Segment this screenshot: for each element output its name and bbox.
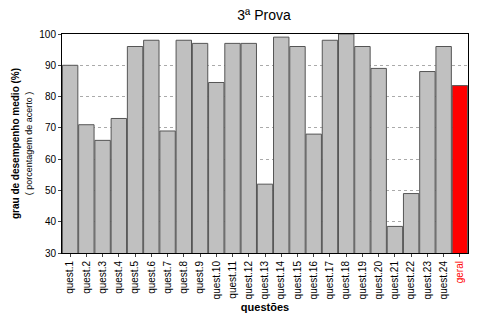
svg-text:40: 40	[45, 216, 57, 227]
svg-text:90: 90	[45, 60, 57, 71]
svg-text:50: 50	[45, 185, 57, 196]
svg-text:100: 100	[39, 29, 56, 40]
svg-text:quest.5: quest.5	[129, 261, 140, 294]
svg-text:quest.3: quest.3	[97, 261, 108, 294]
svg-text:quest.11: quest.11	[227, 261, 238, 299]
svg-text:70: 70	[45, 122, 57, 133]
svg-text:quest.6: quest.6	[146, 261, 157, 294]
svg-text:quest.24: quest.24	[438, 261, 449, 300]
svg-text:quest.8: quest.8	[178, 261, 189, 294]
svg-text:80: 80	[45, 91, 57, 102]
svg-text:quest.16: quest.16	[308, 261, 319, 300]
svg-text:quest.14: quest.14	[275, 261, 286, 300]
svg-text:quest.23: quest.23	[422, 261, 433, 300]
svg-text:quest.13: quest.13	[259, 261, 270, 300]
svg-text:quest.9: quest.9	[194, 261, 205, 294]
svg-text:quest.4: quest.4	[113, 261, 124, 294]
svg-text:quest.12: quest.12	[243, 261, 254, 300]
svg-text:quest.2: quest.2	[81, 261, 92, 294]
svg-text:quest.19: quest.19	[357, 261, 368, 300]
svg-text:quest.18: quest.18	[340, 261, 351, 300]
svg-text:60: 60	[45, 154, 57, 165]
svg-text:3ª Prova: 3ª Prova	[237, 7, 291, 23]
svg-text:quest.15: quest.15	[292, 261, 303, 300]
svg-text:geral: geral	[454, 261, 465, 283]
svg-text:quest.1: quest.1	[64, 261, 75, 294]
svg-text:questões: questões	[241, 301, 289, 313]
svg-text:grau de desempenho medio (%)(: grau de desempenho medio (%)( porcentage…	[10, 68, 34, 219]
svg-text:quest.7: quest.7	[162, 261, 173, 294]
svg-text:quest.17: quest.17	[324, 261, 335, 300]
svg-text:30: 30	[45, 248, 57, 259]
svg-text:quest.20: quest.20	[373, 261, 384, 300]
svg-text:quest.22: quest.22	[405, 261, 416, 300]
svg-text:quest.10: quest.10	[211, 261, 222, 300]
svg-text:quest.21: quest.21	[389, 261, 400, 300]
